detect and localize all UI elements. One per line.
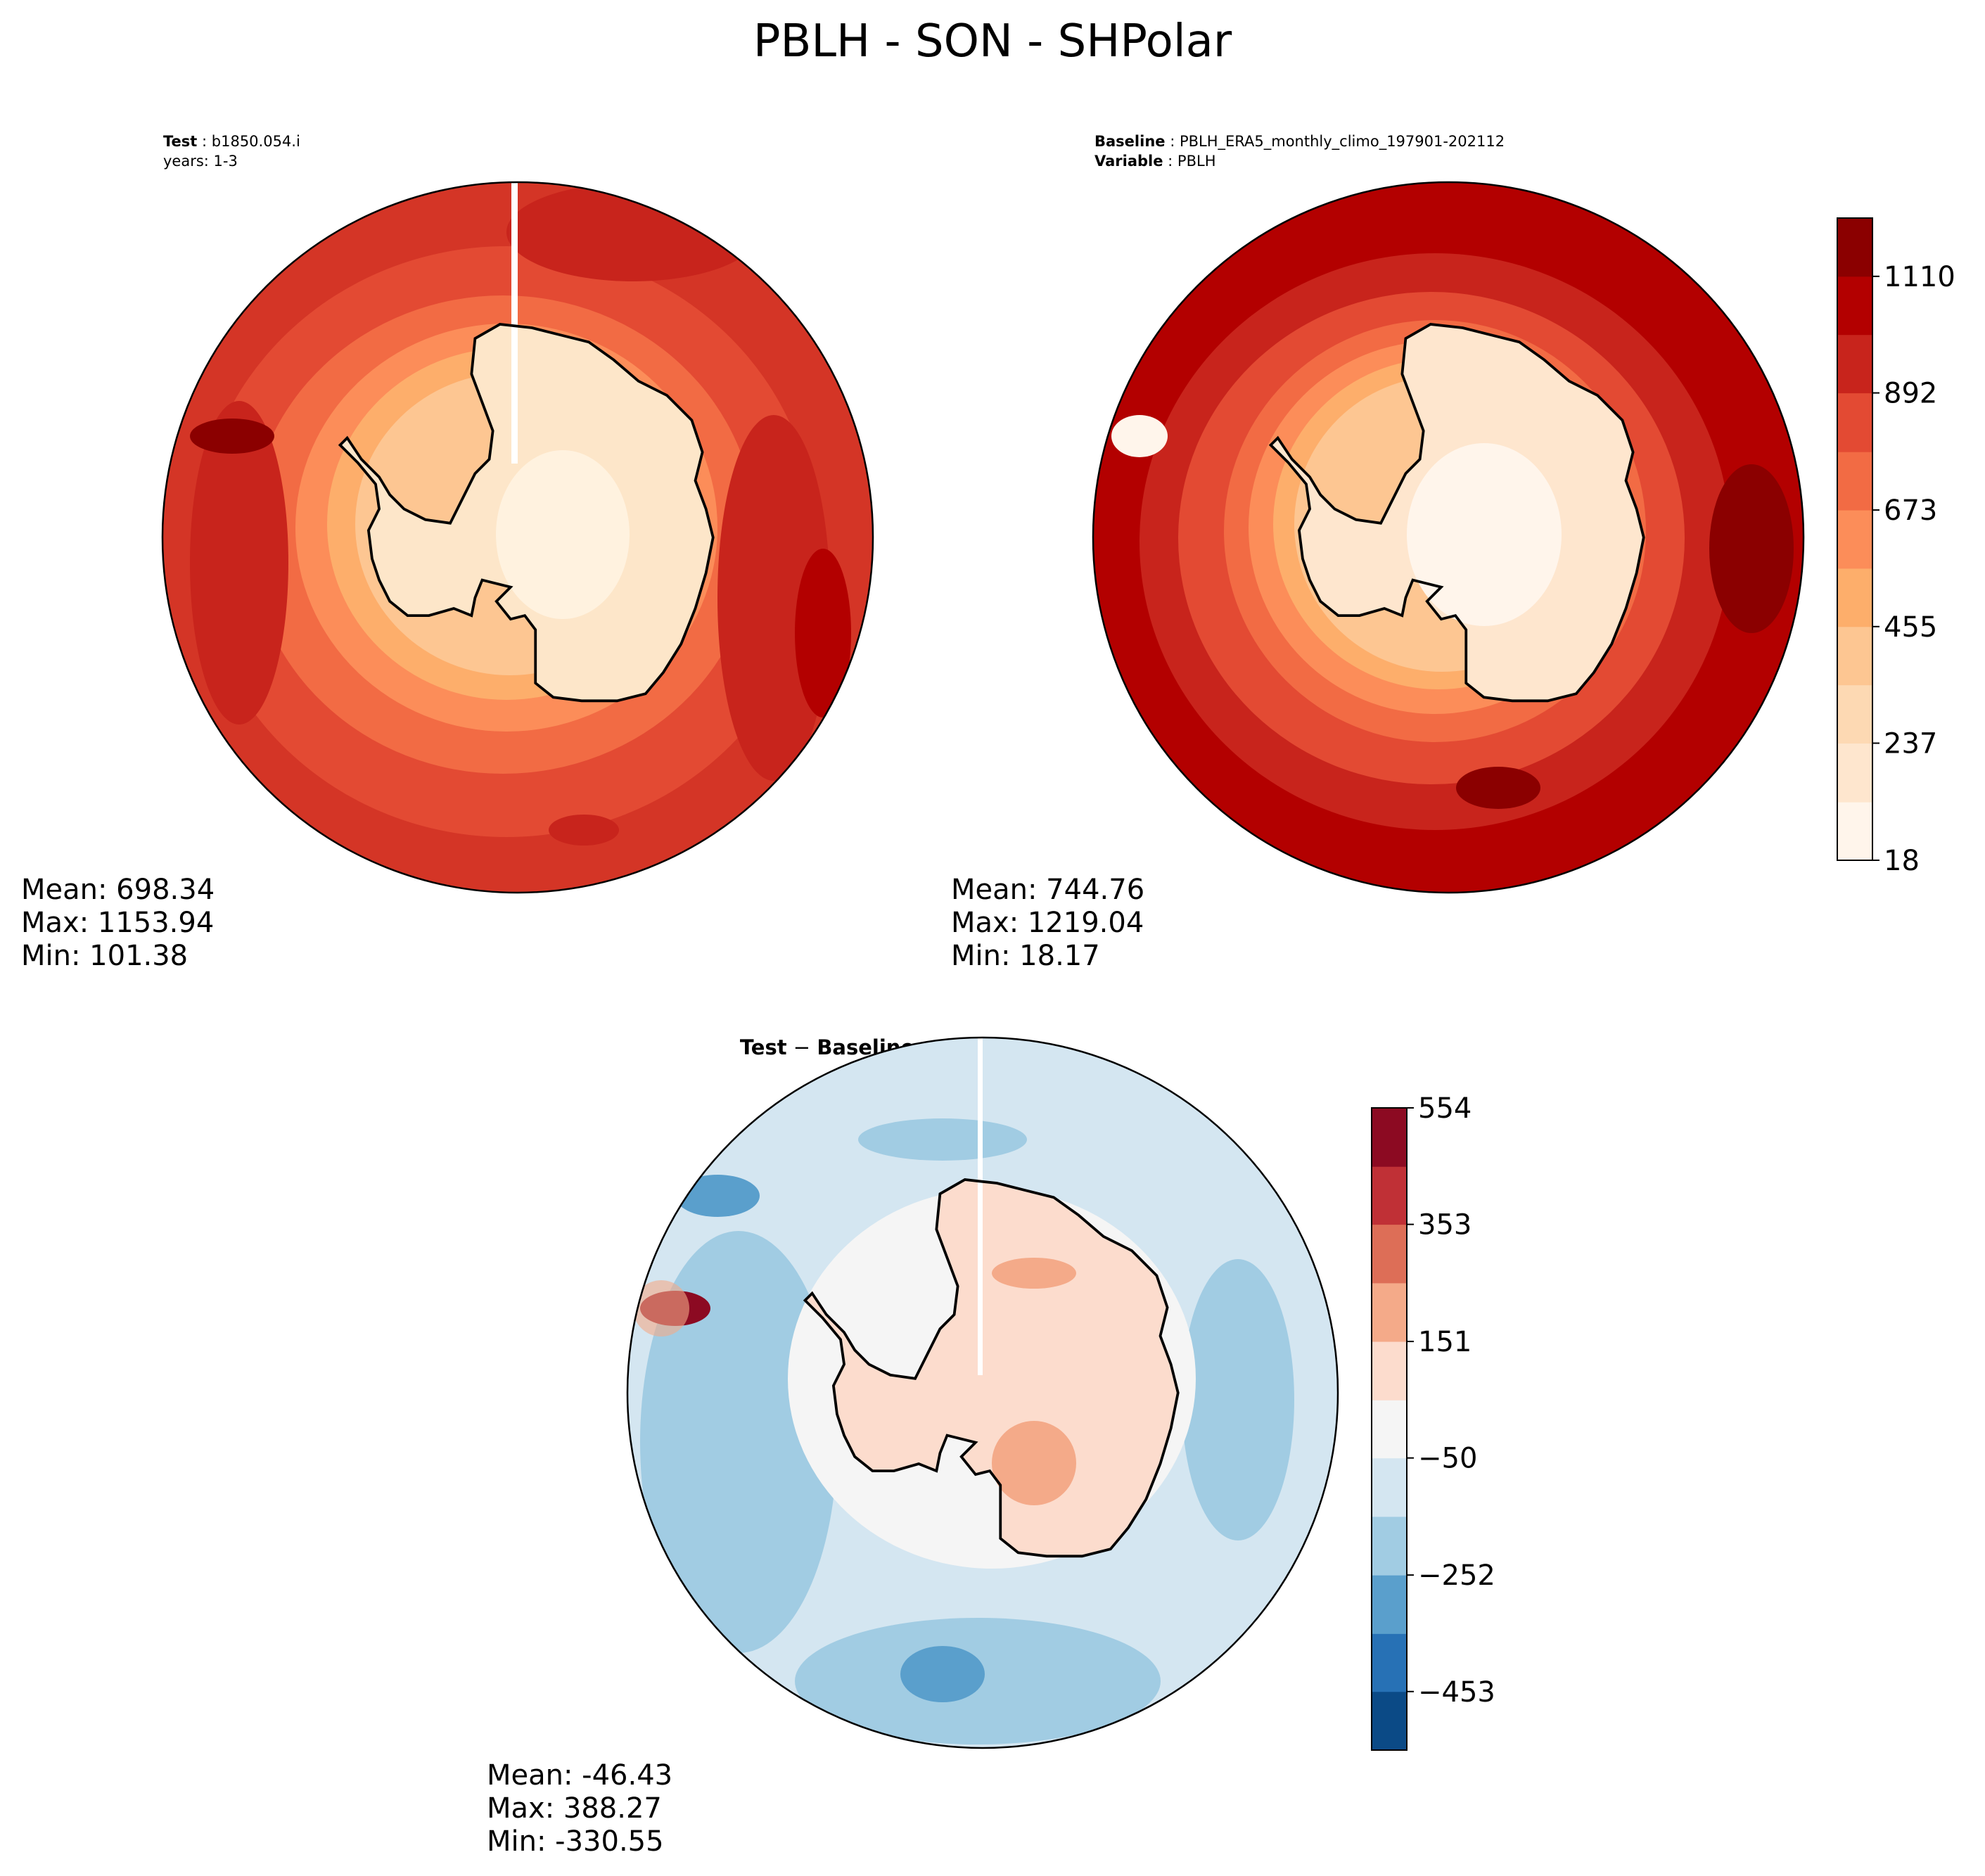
- diff-title-left: Test: [740, 1035, 787, 1059]
- baseline-map-patch: [1709, 464, 1794, 633]
- diff-colorbar-segment: [1372, 1691, 1407, 1751]
- baseline-colorbar-tick-label: 1110: [1884, 261, 1955, 293]
- baseline-colorbar-segment: [1837, 276, 1872, 336]
- diff-stat-min: Min: -330.55: [487, 1825, 664, 1858]
- diff-colorbar-tick-label: −252: [1418, 1559, 1495, 1592]
- baseline-variable-sep: :: [1163, 153, 1177, 170]
- test-map: [162, 182, 873, 893]
- baseline-map-patch: [1111, 415, 1168, 457]
- diff-colorbar-segment: [1372, 1575, 1407, 1634]
- test-label-sep: :: [197, 133, 211, 150]
- baseline-colorbar-segment: [1837, 626, 1872, 686]
- baseline-map: [1093, 182, 1804, 893]
- baseline-label-key: Baseline: [1094, 133, 1166, 150]
- baseline-stat-mean: Mean: 744.76: [951, 874, 1144, 906]
- diff-colorbar-tick-label: 353: [1418, 1209, 1472, 1242]
- baseline-stat-max: Max: 1219.04: [951, 907, 1144, 939]
- diff-colorbar-tick-label: −50: [1418, 1443, 1477, 1475]
- diff-colorbar-tick-label: 151: [1418, 1326, 1472, 1358]
- baseline-panel: Baseline : PBLH_ERA5_monthly_climo_19790…: [951, 133, 1804, 972]
- baseline-label: Baseline : PBLH_ERA5_monthly_climo_19790…: [1094, 133, 1505, 151]
- baseline-colorbar-segment: [1837, 334, 1872, 394]
- test-map-patch: [190, 419, 274, 454]
- diff-map-border: [626, 1036, 1339, 1749]
- diff-stat-max: Max: 388.27: [487, 1792, 662, 1825]
- diff-map-patch: [633, 1280, 689, 1336]
- test-map-patch: [190, 401, 288, 725]
- baseline-colorbar-segment: [1837, 684, 1872, 744]
- baseline-colorbar-segment: [1837, 568, 1872, 627]
- test-map-patch: [506, 183, 760, 281]
- baseline-colorbar-tick-label: 673: [1884, 494, 1937, 527]
- diff-map-patch: [858, 1118, 1027, 1161]
- test-years: years: 1-3: [163, 153, 238, 170]
- test-map-patch: [717, 415, 830, 781]
- baseline-colorbar-tick-label: 18: [1884, 845, 1920, 877]
- baseline-map-border: [1092, 181, 1805, 894]
- test-panel: Test : b1850.054.i years: 1-3: [21, 133, 873, 972]
- test-label-key: Test: [163, 133, 197, 150]
- baseline-variable: Variable : PBLH: [1094, 153, 1215, 170]
- baseline-map-patch: [1407, 443, 1562, 626]
- diff-colorbar-segment: [1372, 1633, 1407, 1692]
- colorbar-top: 18 237 455 673 892 1110: [1837, 217, 1955, 877]
- diff-map-patch: [675, 1175, 760, 1217]
- diff-colorbar-segment: [1372, 1108, 1407, 1167]
- diff-colorbar-frame: [1371, 1107, 1408, 1751]
- test-label-value: b1850.054.i: [212, 133, 300, 150]
- diff-colorbar-tick-label: 554: [1418, 1092, 1472, 1125]
- test-map-gap: [511, 182, 518, 464]
- diff-map-patch: [900, 1646, 985, 1702]
- diff-colorbar-segment: [1372, 1400, 1407, 1459]
- diff-map-patch: [992, 1421, 1076, 1505]
- baseline-colorbar-tick-label: 237: [1884, 728, 1937, 760]
- test-map-patch: [549, 815, 619, 846]
- baseline-variable-value: PBLH: [1177, 153, 1216, 170]
- baseline-colorbar-segment: [1837, 743, 1872, 803]
- diff-colorbar-segment: [1372, 1224, 1407, 1284]
- baseline-colorbar-tick-label: 455: [1884, 611, 1937, 644]
- colorbar-diff: −453 −252 −50 151 353 554: [1371, 1092, 1495, 1751]
- baseline-colorbar-segment: [1837, 802, 1872, 861]
- test-stat-mean: Mean: 698.34: [21, 874, 215, 906]
- diff-map-patch: [1182, 1259, 1294, 1540]
- diff-panel: Test − Baseline Mean: -46.43 Max: 388.27…: [487, 1035, 1338, 1858]
- baseline-label-value: PBLH_ERA5_monthly_climo_197901-202112: [1180, 133, 1505, 151]
- baseline-colorbar-segment: [1837, 393, 1872, 452]
- baseline-colorbar-frame: [1837, 217, 1873, 861]
- baseline-colorbar-segment: [1837, 510, 1872, 569]
- diff-map-gap: [978, 1038, 983, 1375]
- baseline-colorbar-segment: [1837, 452, 1872, 511]
- diff-colorbar-segment: [1372, 1516, 1407, 1576]
- diff-colorbar-segment: [1372, 1457, 1407, 1517]
- baseline-label-sep: :: [1166, 133, 1180, 150]
- test-stat-min: Min: 101.38: [21, 940, 188, 972]
- test-label: Test : b1850.054.i: [163, 133, 300, 150]
- baseline-colorbar-tick-label: 892: [1884, 378, 1937, 410]
- test-map-patch: [496, 450, 630, 619]
- test-stat-max: Max: 1153.94: [21, 907, 214, 939]
- diff-map: [627, 1038, 1338, 1748]
- baseline-map-patch: [1456, 767, 1540, 809]
- test-map-border: [161, 181, 874, 894]
- baseline-stat-min: Min: 18.17: [951, 940, 1100, 972]
- baseline-colorbar-segment: [1837, 218, 1872, 277]
- test-map-patch: [795, 549, 851, 717]
- baseline-variable-key: Variable: [1094, 153, 1163, 170]
- diff-stat-mean: Mean: -46.43: [487, 1759, 672, 1792]
- diff-colorbar-segment: [1372, 1341, 1407, 1400]
- diff-colorbar-segment: [1372, 1166, 1407, 1225]
- figure-title: PBLH - SON - SHPolar: [753, 15, 1232, 68]
- diff-map-patch: [640, 1231, 837, 1653]
- diff-map-patch: [992, 1258, 1076, 1289]
- diff-colorbar-segment: [1372, 1282, 1407, 1342]
- diff-colorbar-tick-label: −453: [1418, 1676, 1495, 1709]
- diff-title-op: −: [787, 1035, 817, 1059]
